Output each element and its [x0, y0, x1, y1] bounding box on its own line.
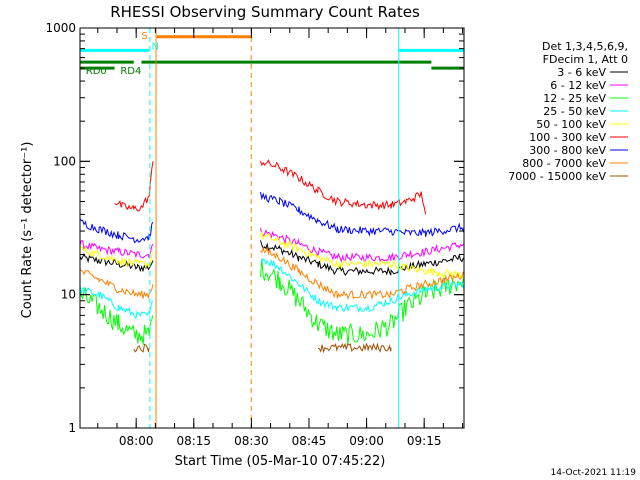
x-tick-label: 08:00 [119, 434, 154, 448]
data-layer [79, 159, 465, 354]
x-tick-label: 08:30 [234, 434, 269, 448]
series-line [260, 246, 465, 301]
footer-timestamp: 14-Oct-2021 11:19 [551, 468, 637, 478]
series-9 [133, 342, 392, 354]
legend-entry: 6 - 12 keV [550, 79, 606, 92]
series-line [260, 191, 465, 237]
series-5 [79, 231, 465, 280]
marker-label: S [141, 31, 147, 42]
flag-label: RD0 [86, 66, 107, 77]
x-tick-label: 09:00 [349, 434, 384, 448]
series-line [317, 342, 392, 354]
y-tick-label: 100 [53, 154, 76, 168]
flag-label: RD4 [120, 66, 141, 77]
series-2 [79, 227, 465, 263]
y-axis-label: Count Rate (s⁻¹ detector⁻¹) [20, 142, 35, 319]
series-line [114, 161, 154, 212]
legend-entry: 7000 - 15000 keV [508, 170, 606, 183]
plot-frame [79, 27, 465, 429]
series-1 [79, 240, 465, 277]
series-line [260, 258, 465, 313]
legend-entry: 12 - 25 keV [543, 92, 606, 105]
x-tick-label: 09:15 [407, 434, 442, 448]
series-8 [79, 246, 465, 301]
x-tick-label: 08:45 [292, 434, 327, 448]
series-line [79, 285, 154, 320]
legend-entry: 800 - 7000 keV [522, 157, 606, 170]
series-line [79, 245, 154, 270]
legend-header: FDecim 1, Att 0 [543, 53, 628, 66]
series-line [79, 218, 154, 244]
y-tick-label: 10 [61, 288, 76, 302]
series-line [133, 343, 150, 353]
y-tick-label: 1 [68, 421, 76, 435]
legend-entry: 300 - 800 keV [529, 144, 606, 157]
series-line [79, 240, 154, 259]
series-line [79, 253, 154, 273]
legend-entry: 100 - 300 keV [529, 131, 606, 144]
legend-header: Det 1,3,4,5,6,9, [542, 40, 628, 53]
series-line [260, 227, 465, 263]
series-7 [79, 191, 465, 244]
legend-entry: 3 - 6 keV [557, 66, 606, 79]
series-4 [79, 258, 465, 320]
axes-layer: 1 10 100 1000 08:00 08:15 08:30 08:45 09:00 09:15 [45, 21, 465, 448]
series-line [260, 240, 465, 277]
series-line [260, 231, 465, 280]
series-line [79, 286, 154, 345]
x-axis-label: Start Time (05-Mar-10 07:45:22) [175, 454, 386, 469]
legend-entry: 50 - 100 keV [536, 118, 606, 131]
series-line [79, 269, 154, 299]
x-tick-label: 08:15 [176, 434, 211, 448]
legend-entry: 25 - 50 keV [543, 105, 606, 118]
chart-title: RHESSI Observing Summary Count Rates [110, 3, 420, 21]
marker-label: N [152, 41, 159, 52]
y-tick-label: 1000 [45, 21, 76, 35]
legend: Det 1,3,4,5,6,9,FDecim 1, Att 03 - 6 keV… [508, 40, 628, 183]
